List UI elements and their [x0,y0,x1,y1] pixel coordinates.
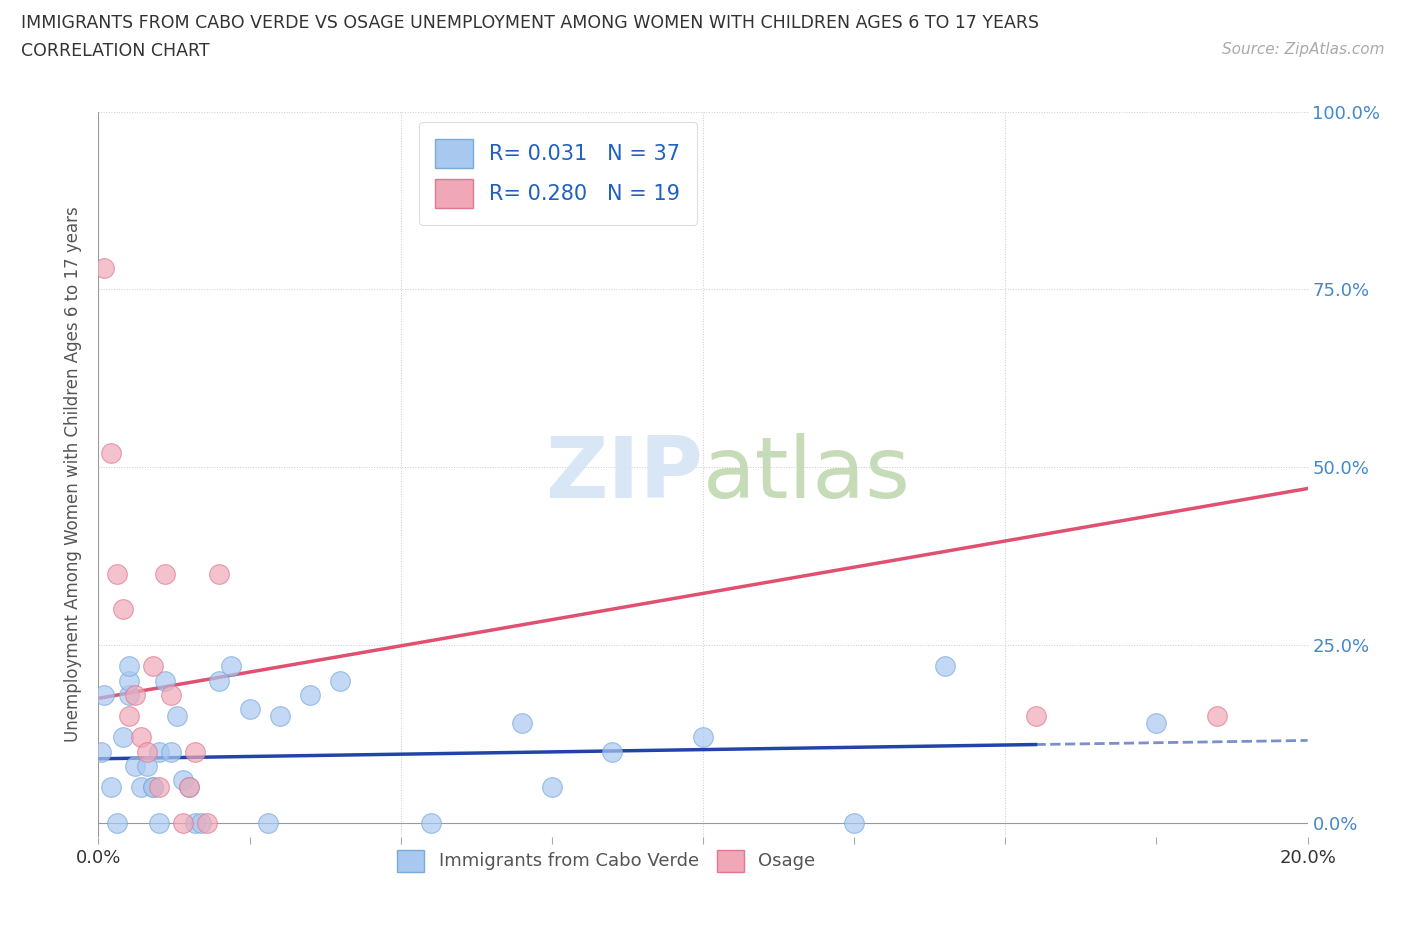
Point [510,716,533,731]
Point [93,687,115,702]
Point [93,260,115,275]
Text: Source: ZipAtlas.com: Source: ZipAtlas.com [1222,42,1385,57]
Point [142,658,165,673]
Point [179,779,201,794]
Point [844,816,866,830]
Point [1144,716,1167,731]
Point [135,744,157,759]
Text: atlas: atlas [703,432,911,516]
Point [105,816,128,830]
Point [118,658,141,673]
Point [129,779,152,794]
Text: IMMIGRANTS FROM CABO VERDE VS OSAGE UNEMPLOYMENT AMONG WOMEN WITH CHILDREN AGES : IMMIGRANTS FROM CABO VERDE VS OSAGE UNEM… [21,14,1039,32]
Point [208,566,231,581]
Point [299,687,322,702]
Point [208,673,231,688]
Point [142,779,165,794]
Point [148,744,170,759]
Point [184,744,207,759]
Point [124,687,146,702]
Point [195,816,218,830]
Point [100,445,122,460]
Point [184,816,207,830]
Point [135,759,157,774]
Point [692,730,714,745]
Y-axis label: Unemployment Among Women with Children Ages 6 to 17 years: Unemployment Among Women with Children A… [65,206,83,742]
Point [118,709,141,724]
Point [540,779,562,794]
Point [129,730,152,745]
Point [100,779,122,794]
Point [111,602,134,617]
Point [420,816,443,830]
Point [124,759,146,774]
Text: ZIP: ZIP [546,432,703,516]
Point [111,730,134,745]
Point [142,779,165,794]
Point [160,744,183,759]
Point [256,816,278,830]
Point [329,673,352,688]
Point [934,658,956,673]
Point [118,687,141,702]
Point [221,658,243,673]
Point [172,816,194,830]
Point [118,673,141,688]
Point [602,744,624,759]
Point [1024,709,1046,724]
Legend: Immigrants from Cabo Verde, Osage: Immigrants from Cabo Verde, Osage [389,843,823,879]
Point [166,709,188,724]
Point [105,566,128,581]
Text: CORRELATION CHART: CORRELATION CHART [21,42,209,60]
Point [148,816,170,830]
Point [148,779,170,794]
Point [1206,709,1229,724]
Point [160,687,183,702]
Point [153,566,176,581]
Point [90,744,112,759]
Point [172,773,194,788]
Point [153,673,176,688]
Point [190,816,212,830]
Point [269,709,291,724]
Point [239,701,262,716]
Point [179,779,201,794]
